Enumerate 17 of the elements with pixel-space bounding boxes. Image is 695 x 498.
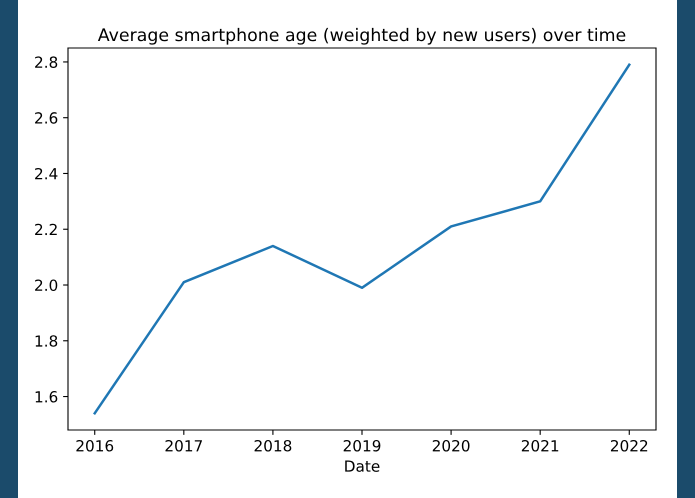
x-tick-label: 2018 (254, 440, 292, 452)
x-axis-title: Date (345, 460, 380, 472)
y-tick-label: 2.6 (35, 112, 58, 124)
y-tick-label: 2.4 (35, 168, 58, 180)
y-tick-label: 1.8 (36, 335, 58, 347)
y-tick-label: 1.6 (36, 391, 58, 403)
line-series (93, 63, 631, 415)
y-tick-label: 2.0 (35, 279, 58, 292)
y-tick-label: 2.2 (35, 224, 57, 236)
x-tick-label: 2022 (610, 440, 648, 452)
x-tick-label: 2016 (76, 440, 114, 452)
chart-title: Average smartphone age (weighted by new users) over time (98, 28, 626, 45)
x-tick-label: 2017 (165, 440, 202, 452)
x-tick-label: 2019 (344, 440, 380, 452)
x-tick-label: 2021 (522, 440, 558, 452)
x-tick-label: 2020 (432, 440, 470, 452)
y-tick-label: 2.8 (35, 56, 58, 68)
